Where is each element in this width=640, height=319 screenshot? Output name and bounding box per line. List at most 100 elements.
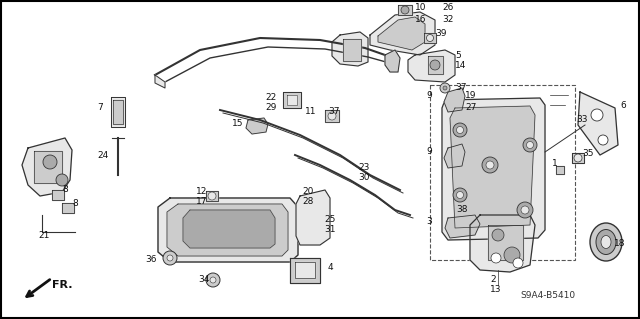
Ellipse shape xyxy=(206,273,220,287)
Text: 9: 9 xyxy=(426,92,432,100)
Polygon shape xyxy=(445,215,480,238)
Ellipse shape xyxy=(517,202,533,218)
Text: 21: 21 xyxy=(38,231,49,240)
Text: 10: 10 xyxy=(415,4,426,12)
Ellipse shape xyxy=(491,253,501,263)
Text: 2: 2 xyxy=(490,276,495,285)
Polygon shape xyxy=(398,5,412,15)
Text: 39: 39 xyxy=(435,29,447,39)
Polygon shape xyxy=(183,210,275,248)
Polygon shape xyxy=(450,106,535,228)
Text: 31: 31 xyxy=(324,226,335,234)
Ellipse shape xyxy=(456,127,463,133)
Polygon shape xyxy=(442,98,545,240)
Text: 35: 35 xyxy=(582,150,593,159)
Ellipse shape xyxy=(504,247,520,263)
Text: 28: 28 xyxy=(302,197,314,206)
Text: 17: 17 xyxy=(196,197,207,206)
Ellipse shape xyxy=(598,135,608,145)
Polygon shape xyxy=(444,88,465,112)
Polygon shape xyxy=(556,166,564,174)
Ellipse shape xyxy=(456,191,463,198)
Text: 15: 15 xyxy=(232,120,243,129)
Text: 38: 38 xyxy=(456,205,467,214)
Text: 26: 26 xyxy=(442,4,453,12)
Text: 13: 13 xyxy=(490,286,502,294)
Text: 19: 19 xyxy=(465,92,477,100)
Text: 36: 36 xyxy=(145,256,157,264)
Ellipse shape xyxy=(440,83,450,93)
Text: 9: 9 xyxy=(426,147,432,157)
Polygon shape xyxy=(62,203,74,213)
Text: 23: 23 xyxy=(358,164,369,173)
Polygon shape xyxy=(167,204,288,256)
Polygon shape xyxy=(378,17,425,50)
Text: 12: 12 xyxy=(196,188,207,197)
Text: 37: 37 xyxy=(328,108,339,116)
Ellipse shape xyxy=(56,174,68,186)
Text: 4: 4 xyxy=(328,263,333,272)
Ellipse shape xyxy=(210,277,216,283)
Polygon shape xyxy=(158,198,298,262)
Ellipse shape xyxy=(453,123,467,137)
Ellipse shape xyxy=(167,255,173,261)
Ellipse shape xyxy=(492,229,504,241)
Polygon shape xyxy=(424,33,436,43)
Ellipse shape xyxy=(163,251,177,265)
Polygon shape xyxy=(428,56,442,74)
Polygon shape xyxy=(52,190,64,200)
Polygon shape xyxy=(332,32,368,66)
Text: 20: 20 xyxy=(302,188,314,197)
Text: 30: 30 xyxy=(358,174,369,182)
Text: 14: 14 xyxy=(455,61,467,70)
Text: 22: 22 xyxy=(265,93,276,101)
Polygon shape xyxy=(572,153,584,163)
Polygon shape xyxy=(385,50,400,72)
Text: 5: 5 xyxy=(455,50,461,60)
Text: 7: 7 xyxy=(97,103,103,113)
Text: 16: 16 xyxy=(415,16,426,25)
Text: 18: 18 xyxy=(614,240,625,249)
Ellipse shape xyxy=(590,223,622,261)
Ellipse shape xyxy=(523,138,537,152)
Text: 37: 37 xyxy=(455,83,467,92)
Text: 1: 1 xyxy=(552,159,557,167)
Text: 8: 8 xyxy=(72,199,77,209)
Polygon shape xyxy=(113,100,123,124)
Polygon shape xyxy=(287,95,297,105)
Text: 11: 11 xyxy=(305,108,317,116)
Polygon shape xyxy=(408,50,455,82)
Polygon shape xyxy=(22,138,72,196)
Polygon shape xyxy=(296,190,330,245)
Polygon shape xyxy=(343,39,361,61)
Ellipse shape xyxy=(513,258,523,268)
Text: 33: 33 xyxy=(576,115,588,124)
Ellipse shape xyxy=(486,161,494,169)
Text: 8: 8 xyxy=(62,186,68,195)
Ellipse shape xyxy=(521,206,529,214)
Polygon shape xyxy=(325,110,339,122)
Polygon shape xyxy=(578,92,618,155)
Polygon shape xyxy=(111,97,125,127)
Ellipse shape xyxy=(453,188,467,202)
Text: 6: 6 xyxy=(620,100,626,109)
Polygon shape xyxy=(470,215,535,272)
Text: 25: 25 xyxy=(324,216,335,225)
Ellipse shape xyxy=(527,142,534,149)
Ellipse shape xyxy=(574,154,582,162)
Polygon shape xyxy=(155,75,165,88)
Text: 24: 24 xyxy=(97,151,108,160)
Ellipse shape xyxy=(430,60,440,70)
Text: 32: 32 xyxy=(442,16,453,25)
Bar xyxy=(430,85,575,260)
Text: 27: 27 xyxy=(465,102,476,112)
Ellipse shape xyxy=(208,192,216,200)
Polygon shape xyxy=(246,118,268,134)
Text: 3: 3 xyxy=(426,218,432,226)
Text: 29: 29 xyxy=(265,103,276,113)
Polygon shape xyxy=(370,12,435,55)
Ellipse shape xyxy=(401,6,409,14)
Polygon shape xyxy=(290,257,320,283)
Ellipse shape xyxy=(482,157,498,173)
Polygon shape xyxy=(444,144,465,168)
